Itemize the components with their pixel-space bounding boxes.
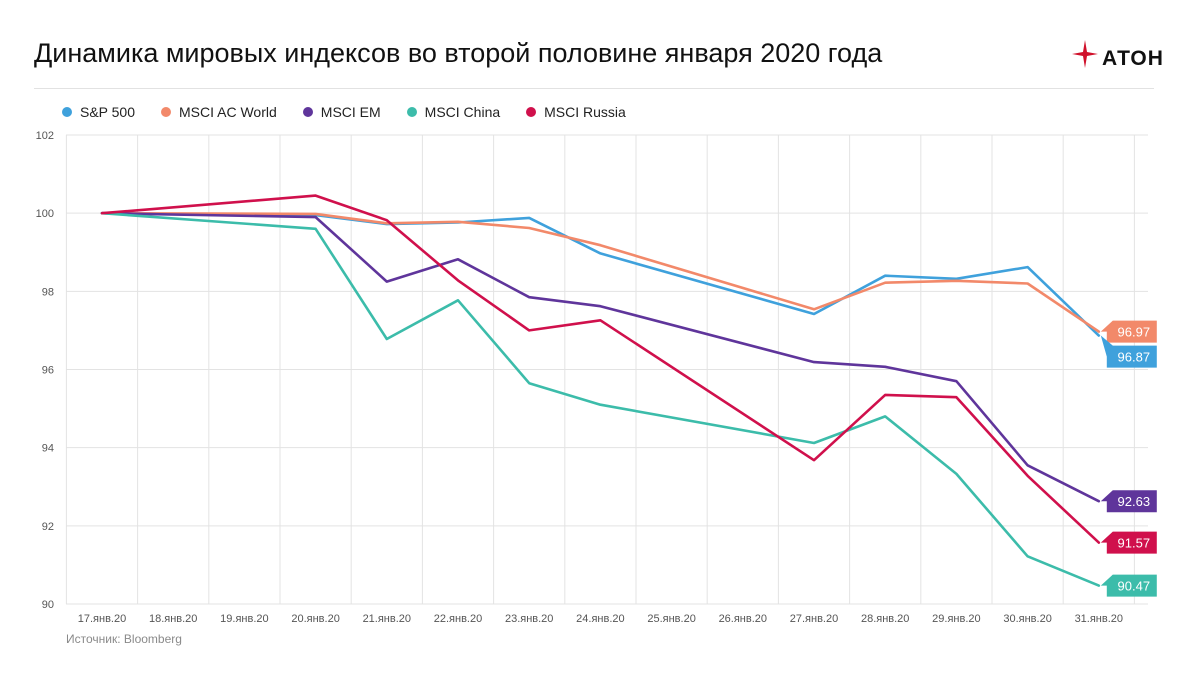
x-tick-label: 24.янв.20 xyxy=(576,613,624,625)
legend-marker xyxy=(161,107,172,117)
end-value-callout xyxy=(1100,320,1157,343)
legend-item: MSCI AC World xyxy=(161,104,277,120)
x-tick-label: 28.янв.20 xyxy=(861,613,909,625)
legend-item: MSCI EM xyxy=(302,104,381,120)
brand-logo: АТОН xyxy=(1072,40,1164,74)
x-tick-label: 29.янв.20 xyxy=(932,613,980,625)
legend-item: MSCI Russia xyxy=(526,104,626,120)
series-line xyxy=(100,211,1101,337)
legend-marker xyxy=(526,107,537,117)
end-value-callout xyxy=(1100,490,1157,513)
x-tick-label: 22.янв.20 xyxy=(434,613,482,625)
y-tick-label: 102 xyxy=(36,130,54,142)
x-tick-label: 18.янв.20 xyxy=(149,613,197,625)
x-tick-label: 30.янв.20 xyxy=(1003,613,1051,625)
x-tick-label: 25.янв.20 xyxy=(647,613,695,625)
end-value-label: 96.87 xyxy=(1118,350,1151,365)
x-tick-label: 21.янв.20 xyxy=(363,613,411,625)
end-value-label: 90.47 xyxy=(1118,579,1151,594)
end-value-callout xyxy=(1100,574,1157,597)
end-value-callout xyxy=(1100,531,1157,554)
legend-marker xyxy=(302,107,313,117)
y-tick-label: 96 xyxy=(42,365,54,377)
y-tick-label: 90 xyxy=(42,599,54,611)
x-tick-label: 19.янв.20 xyxy=(220,613,268,625)
series-line xyxy=(100,211,1101,587)
end-value-label: 96.97 xyxy=(1118,325,1151,340)
legend-label: MSCI China xyxy=(424,104,501,120)
series-line xyxy=(100,211,1101,503)
source-note: Источник: Bloomberg xyxy=(66,632,182,646)
x-tick-label: 27.янв.20 xyxy=(790,613,838,625)
chart-title: Динамика мировых индексов во второй поло… xyxy=(34,38,883,68)
series-line xyxy=(100,194,1101,544)
x-tick-label: 26.янв.20 xyxy=(719,613,767,625)
x-tick-label: 17.янв.20 xyxy=(78,613,126,625)
chart-legend: S&P 500 MSCI AC World MSCI EM MSCI China MSC… xyxy=(62,102,652,122)
end-value-label: 91.57 xyxy=(1118,536,1151,551)
y-tick-label: 92 xyxy=(42,521,54,533)
y-tick-label: 94 xyxy=(42,443,54,455)
series-line xyxy=(100,211,1101,333)
header-divider xyxy=(34,88,1154,89)
legend-marker xyxy=(62,107,72,117)
legend-item: S&P 500 xyxy=(62,104,135,120)
x-tick-label: 31.янв.20 xyxy=(1075,613,1123,625)
legend-item: MSCI China xyxy=(406,104,501,120)
legend-label: MSCI EM xyxy=(320,104,381,120)
y-tick-label: 98 xyxy=(42,286,54,298)
legend-marker xyxy=(406,107,417,117)
aton-logo-icon xyxy=(1072,40,1098,68)
end-value-callout xyxy=(1100,335,1157,368)
x-tick-label: 23.янв.20 xyxy=(505,613,553,625)
x-tick-label: 20.янв.20 xyxy=(291,613,339,625)
end-value-label: 92.63 xyxy=(1118,494,1151,509)
brand-name: АТОН xyxy=(1102,47,1164,70)
legend-label: MSCI AC World xyxy=(179,104,277,120)
legend-label: MSCI Russia xyxy=(544,104,626,120)
legend-label: S&P 500 xyxy=(80,104,136,120)
y-tick-label: 100 xyxy=(36,208,54,220)
